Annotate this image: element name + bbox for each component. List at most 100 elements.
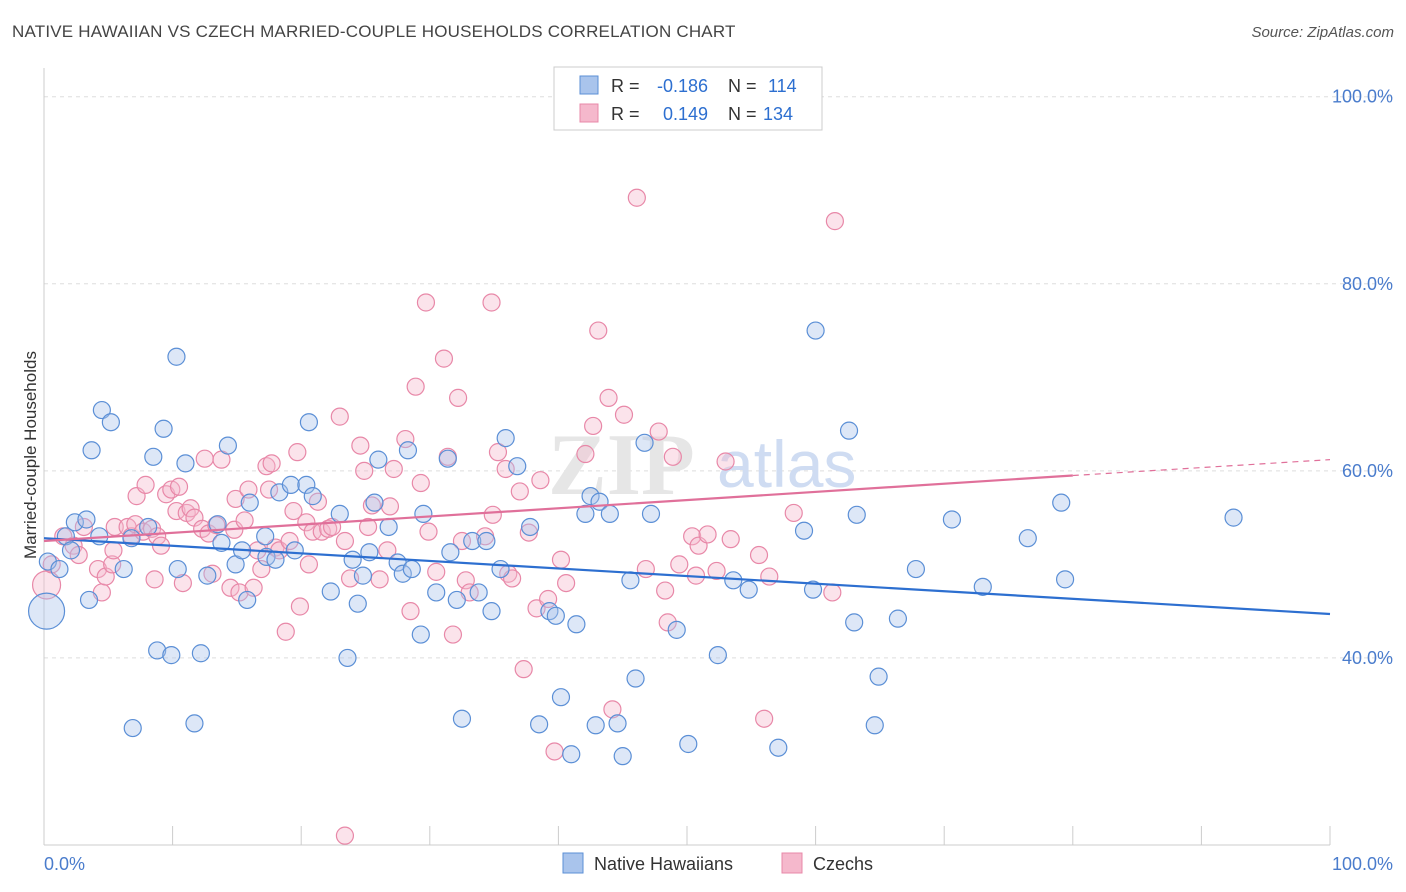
- native-hawaiians-point: [551, 688, 571, 707]
- native-hawaiians-point: [438, 449, 457, 468]
- native-hawaiians-point: [168, 559, 187, 579]
- stats-r-value-native-hawaiians: -0.186: [657, 76, 708, 96]
- y-tick-label-3: 100.0%: [1332, 87, 1393, 107]
- native-hawaiians-point: [393, 564, 412, 583]
- czechs-point: [531, 471, 550, 490]
- czechs-point: [173, 573, 192, 593]
- native-hawaiians-point: [167, 347, 186, 366]
- native-hawaiians-point: [321, 582, 340, 601]
- native-hawaiians-point: [521, 517, 540, 537]
- native-hawaiians-point: [530, 715, 549, 734]
- native-hawaiians-point: [794, 521, 814, 540]
- czechs-point: [103, 555, 122, 574]
- czechs-point: [384, 459, 403, 479]
- y-tick-labels: 40.0% 60.0% 80.0% 100.0%: [1332, 87, 1393, 668]
- native-hawaiians-point: [266, 550, 285, 569]
- czechs-point: [599, 388, 618, 407]
- native-hawaiians-point: [1018, 529, 1037, 548]
- native-hawaiians-trend-line: [43, 537, 1331, 616]
- czechs-point: [576, 444, 595, 464]
- native-hawaiians-point: [61, 541, 81, 560]
- czechs-point: [290, 597, 310, 616]
- czechs-point: [452, 531, 472, 551]
- czechs-point: [299, 555, 319, 574]
- bottom-legend: Native Hawaiians Czechs: [562, 852, 873, 874]
- czechs-point: [136, 475, 155, 494]
- legend-label-czechs: Czechs: [813, 854, 873, 874]
- czechs-point: [419, 522, 438, 541]
- native-hawaiians-point: [198, 566, 217, 585]
- native-hawaiians-point: [626, 669, 645, 688]
- czechs-point: [823, 583, 842, 602]
- native-hawaiians-point: [869, 667, 888, 686]
- native-hawaiians-point: [567, 615, 586, 634]
- czechs-point: [330, 407, 349, 426]
- native-hawaiians-point: [496, 429, 515, 448]
- native-hawaiians-point: [803, 580, 823, 599]
- native-hawaiians-point: [491, 559, 510, 579]
- native-hawaiians-point: [1224, 508, 1243, 527]
- native-hawaiians-point: [973, 577, 992, 596]
- czechs-point: [145, 570, 164, 589]
- czechs-point: [335, 531, 355, 551]
- native-hawaiians-point: [185, 714, 204, 733]
- czechs-point: [276, 622, 295, 641]
- native-hawaiians-point: [546, 606, 565, 625]
- native-hawaiians-point: [123, 718, 142, 738]
- czechs-point: [335, 826, 355, 845]
- czechs-point: [603, 700, 622, 719]
- czechs-point: [401, 602, 420, 621]
- czechs-point: [443, 625, 463, 644]
- native-hawaiians-point: [285, 541, 304, 560]
- czechs-point: [482, 293, 501, 312]
- czechs-point: [545, 742, 564, 761]
- native-hawaiians-point: [369, 450, 388, 469]
- native-hawaiians-point: [635, 433, 654, 452]
- stats-n-label-czechs: N =: [728, 104, 757, 124]
- native-hawaiians-point: [1055, 570, 1075, 589]
- czechs-point: [663, 447, 682, 466]
- native-hawaiians-point: [256, 527, 275, 546]
- native-hawaiians-point: [353, 566, 373, 585]
- native-hawaiians-point: [27, 592, 66, 630]
- czechs-point: [519, 523, 538, 542]
- native-hawaiians-point: [176, 454, 195, 473]
- native-hawaiians-point: [469, 583, 488, 602]
- native-hawaiians-point: [50, 559, 69, 579]
- stats-r-label-czechs: R =: [611, 104, 640, 124]
- czechs-point: [308, 492, 328, 511]
- native-hawaiians-point: [330, 504, 349, 523]
- x-tick-labels: 0.0% 100.0%: [44, 854, 1393, 874]
- native-hawaiians-point: [477, 531, 496, 551]
- native-hawaiians-points: [27, 321, 1243, 766]
- czechs-point: [716, 452, 735, 471]
- czechs-point: [670, 555, 689, 574]
- native-hawaiians-point: [576, 504, 595, 523]
- y-tick-label-2: 80.0%: [1342, 274, 1393, 294]
- stats-swatch-czechs: [579, 103, 599, 123]
- native-hawaiians-point: [769, 738, 788, 757]
- czechs-point: [88, 559, 108, 579]
- watermark-atlas: atlas: [717, 427, 856, 501]
- czechs-point: [226, 489, 245, 509]
- czechs-point: [239, 480, 258, 499]
- czechs-point: [749, 545, 769, 565]
- native-hawaiians-point: [240, 493, 259, 512]
- czechs-point: [557, 573, 576, 593]
- native-hawaiians-point: [281, 475, 301, 494]
- native-hawaiians-point: [348, 594, 367, 613]
- stats-n-value-native-hawaiians: 114: [768, 76, 797, 96]
- y-axis-label: Married-couple Households: [21, 351, 40, 559]
- native-hawaiians-point: [297, 475, 316, 494]
- czechs-trend-line: [43, 474, 1073, 543]
- czechs-point: [288, 443, 307, 462]
- native-hawaiians-point: [906, 559, 926, 579]
- czechs-point: [614, 405, 634, 424]
- native-hawaiians-point: [398, 441, 418, 460]
- czechs-point: [584, 416, 603, 436]
- native-hawaiians-point: [154, 419, 173, 438]
- native-hawaiians-point: [708, 646, 727, 665]
- legend-swatch-native-hawaiians: [562, 852, 584, 874]
- native-hawaiians-point: [303, 487, 322, 506]
- native-hawaiians-point: [212, 533, 231, 552]
